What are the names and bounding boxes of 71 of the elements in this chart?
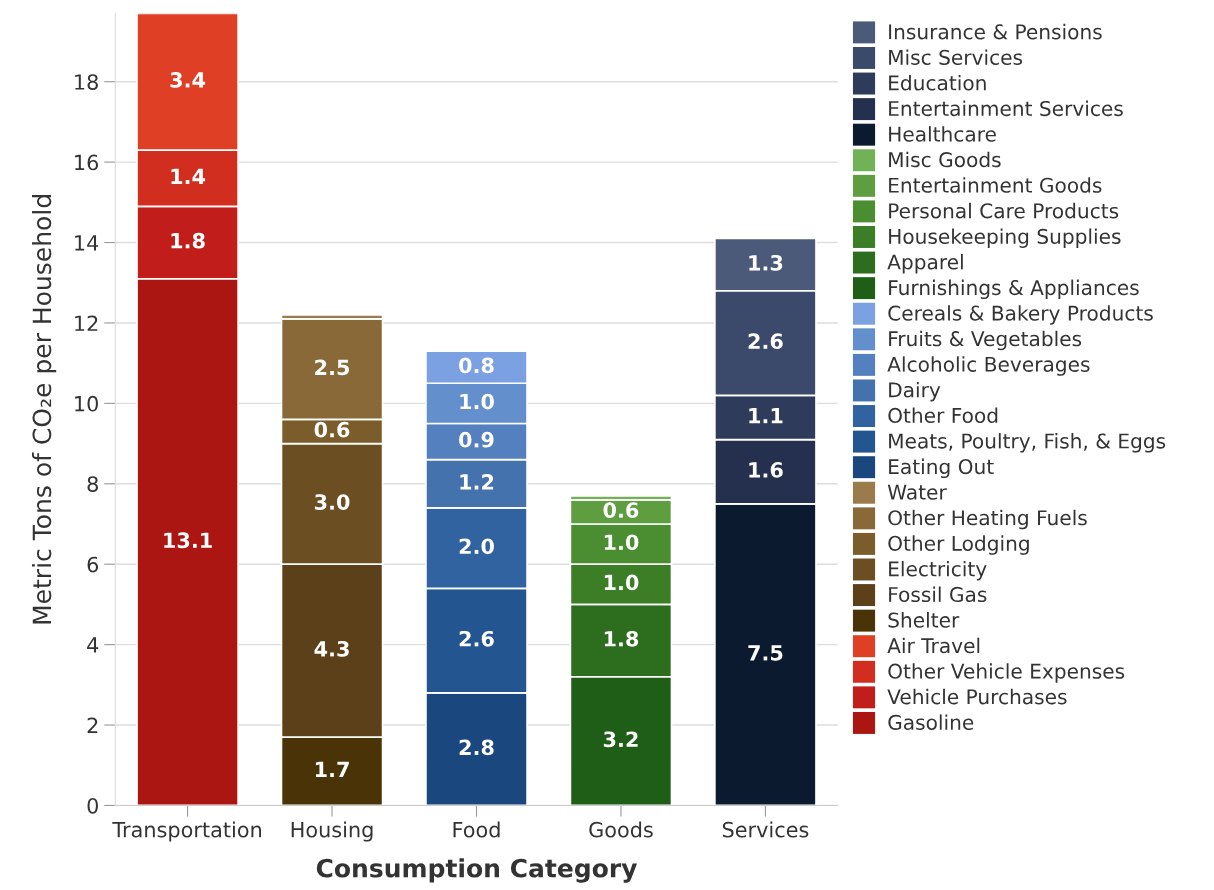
y-tick-label: 14 — [75, 235, 99, 251]
data-label: 1.8 — [171, 232, 205, 249]
legend-label: Shelter — [888, 612, 960, 628]
legend-label: Misc Services — [889, 49, 1023, 65]
y-axis-title: Metric Tons of CO₂e per Household — [31, 195, 57, 624]
x-axis-title: Consumption Category — [316, 858, 638, 883]
data-label: 2.5 — [315, 359, 350, 376]
legend-label: Fruits & Vegetables — [889, 330, 1082, 351]
data-label: 3.0 — [314, 494, 350, 510]
y-tick-label: 4 — [87, 637, 99, 653]
data-label: 3.4 — [170, 71, 206, 88]
legend-label: Entertainment Services — [889, 100, 1123, 117]
data-label: 1.6 — [749, 462, 783, 478]
data-label: 1.7 — [315, 761, 349, 778]
data-label: 1.0 — [604, 574, 639, 591]
data-label: 3.2 — [603, 731, 638, 748]
legend-label: Personal Care Products — [889, 202, 1119, 219]
legend-label: Misc Goods — [889, 151, 1001, 168]
legend-label: Other Heating Fuels — [888, 509, 1087, 530]
y-tick-label: 10 — [75, 395, 98, 412]
legend-label: Vehicle Purchases — [887, 688, 1067, 705]
legend-label: Furnishings & Appliances — [889, 279, 1139, 300]
data-label: 1.4 — [171, 168, 206, 184]
data-label: 7.5 — [748, 645, 783, 661]
legend-label: Healthcare — [889, 126, 996, 142]
legend-label: Entertainment Goods — [889, 177, 1102, 193]
legend-label: Meats, Poultry, Fish, & Eggs — [889, 433, 1166, 453]
legend-label: Eating Out — [889, 458, 994, 479]
data-label: 0.8 — [459, 357, 494, 374]
x-tick-label: Goods — [589, 821, 653, 838]
legend-label: Cereals & Bakery Products — [888, 305, 1153, 325]
legend-label: Insurance & Pensions — [889, 23, 1102, 40]
data-label: 1.8 — [604, 630, 639, 647]
y-tick-label: 12 — [75, 315, 98, 331]
x-tick-label: Food — [453, 821, 500, 838]
data-label: 1.2 — [460, 474, 494, 490]
x-tick-label: Housing — [291, 821, 373, 842]
y-tick-label: 0 — [87, 797, 98, 814]
legend-label: Education — [889, 74, 986, 91]
data-label: 13.1 — [164, 532, 212, 549]
data-label: 4.3 — [314, 640, 349, 657]
legend-label: Other Food — [888, 407, 998, 424]
legend-label: Other Lodging — [888, 535, 1029, 555]
x-tick-label: Services — [722, 821, 809, 838]
data-label: 2.6 — [748, 333, 783, 350]
data-label: 2.6 — [459, 630, 494, 647]
legend-label: Water — [887, 484, 947, 500]
y-tick-label: 18 — [75, 74, 98, 90]
data-label: 1.1 — [749, 408, 783, 424]
data-label: 2.8 — [459, 739, 494, 756]
legend-label: Gasoline — [888, 714, 974, 730]
legend-label: Dairy — [889, 381, 941, 402]
data-label: 1.0 — [460, 393, 494, 410]
legend-label: Electricity — [889, 560, 987, 581]
legend-label: Alcoholic Beverages — [887, 356, 1090, 376]
legend-label: Other Vehicle Expenses — [888, 663, 1125, 683]
legend-label: Housekeeping Supplies — [889, 228, 1121, 248]
data-label: 0.9 — [459, 431, 494, 448]
data-label: 0.6 — [314, 421, 350, 438]
legend-label: Fossil Gas — [889, 586, 987, 603]
y-tick-label: 2 — [87, 717, 98, 733]
legend-label: Apparel — [887, 254, 963, 274]
data-label: 2.0 — [459, 538, 494, 555]
data-label: 0.6 — [603, 502, 639, 518]
legend-label: Air Travel — [887, 637, 980, 654]
data-label: 1.0 — [604, 534, 639, 551]
y-tick-label: 6 — [87, 556, 99, 573]
data-label: 1.3 — [749, 254, 783, 271]
y-tick-label: 8 — [87, 476, 98, 492]
y-tick-label: 16 — [75, 154, 99, 171]
x-tick-label: Transportation — [112, 821, 262, 842]
